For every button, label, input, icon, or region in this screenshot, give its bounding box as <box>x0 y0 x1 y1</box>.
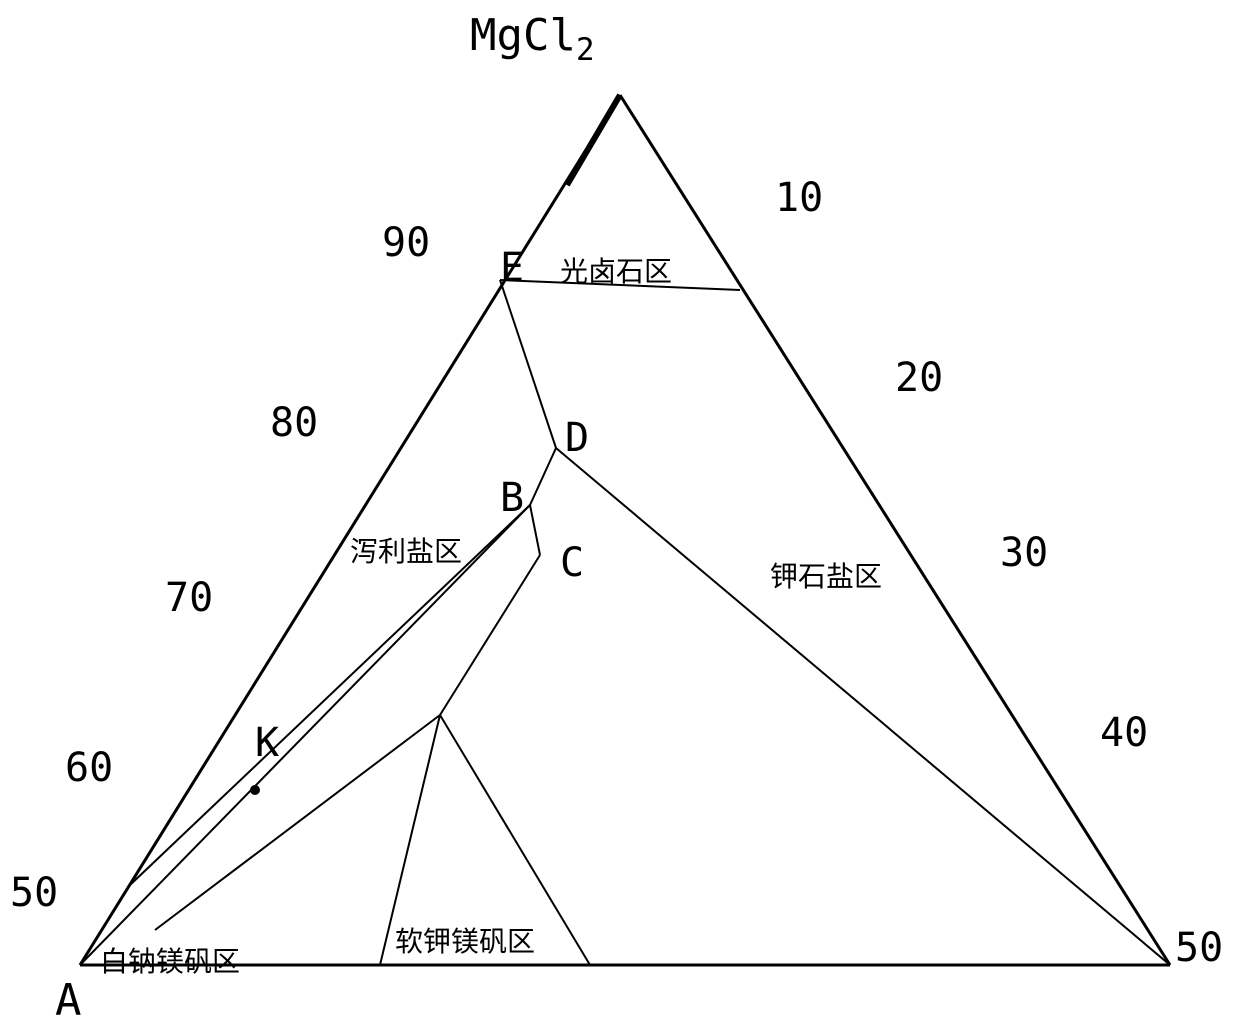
region-label-3: 软钾镁矾区 <box>395 920 535 960</box>
apex-label-a: A <box>55 975 82 1026</box>
left-tick-2: 70 <box>165 575 213 621</box>
right-tick-4: 50 <box>1175 925 1223 971</box>
point-label-k: K <box>255 720 279 766</box>
right-tick-3: 40 <box>1100 710 1148 756</box>
right-tick-0: 10 <box>775 175 823 221</box>
left-tick-0: 90 <box>382 220 430 266</box>
left-tick-4: 50 <box>10 870 58 916</box>
region-label-2: 钾石盐区 <box>770 555 882 595</box>
point-label-b: B <box>500 475 524 521</box>
point-label-d: D <box>565 415 589 461</box>
apex-label-top: MgCl2 <box>470 10 595 68</box>
right-tick-1: 20 <box>895 355 943 401</box>
ternary-diagram <box>0 0 1240 1032</box>
left-tick-1: 80 <box>270 400 318 446</box>
region-label-1: 泻利盐区 <box>350 530 462 570</box>
left-tick-3: 60 <box>65 745 113 791</box>
region-label-4: 白钠镁矾区 <box>100 940 240 980</box>
point-label-e: E <box>500 245 524 291</box>
region-label-0: 光卤石区 <box>560 250 672 290</box>
point-label-c: C <box>560 540 584 586</box>
right-tick-2: 30 <box>1000 530 1048 576</box>
